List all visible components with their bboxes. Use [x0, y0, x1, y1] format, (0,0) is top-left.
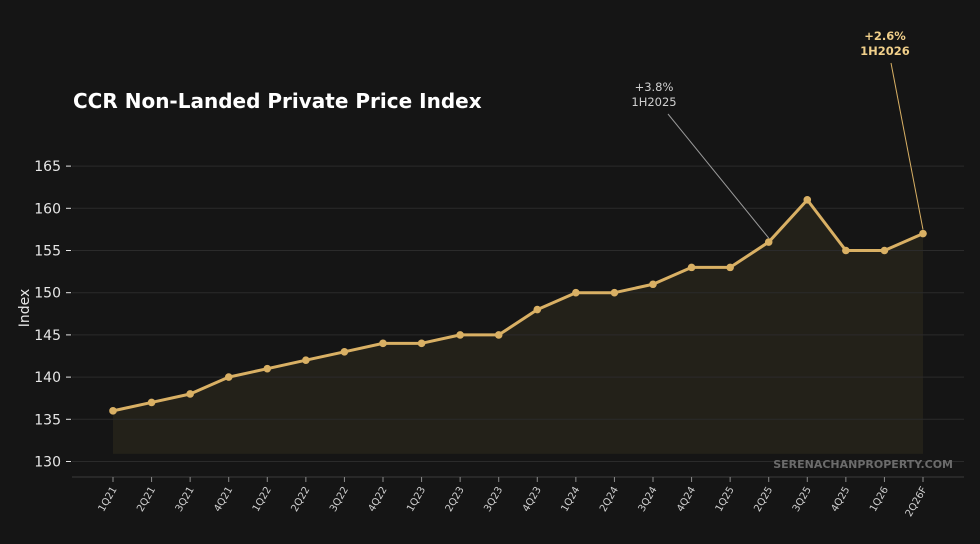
x-tick-label: 2Q25: [752, 485, 775, 514]
data-point: [494, 331, 503, 339]
y-tick-label: 150: [34, 286, 61, 302]
grid-layer: [72, 165, 964, 462]
x-tick-label: 4Q22: [367, 485, 390, 514]
data-point: [726, 263, 734, 272]
watermark: SERENACHANPROPERTY.COM: [773, 458, 953, 471]
chart-title: CCR Non-Landed Private Price Index: [73, 89, 482, 113]
data-point: [263, 364, 272, 373]
data-point: [302, 356, 310, 365]
y-tick-label: 130: [34, 455, 61, 471]
data-point: [764, 238, 773, 246]
data-point: [417, 339, 426, 348]
x-tick-label: 2Q21: [135, 485, 158, 514]
x-tick-label: 3Q24: [637, 485, 660, 514]
x-tick-label: 1Q25: [714, 485, 737, 514]
annotation-change-label: +2.6%: [864, 29, 906, 43]
annotation-change-label: +3.8%: [635, 80, 674, 94]
area-fill: [113, 199, 923, 454]
series-layer: [109, 196, 927, 415]
annotation-period-label: 1H2025: [631, 95, 676, 109]
x-tick-label: 2Q24: [598, 485, 621, 514]
data-point: [224, 373, 233, 381]
data-point: [649, 280, 657, 289]
y-tick-label: 155: [34, 244, 61, 260]
x-tick-label: 1Q24: [559, 485, 582, 514]
data-point: [880, 246, 889, 255]
x-tick-label: 1Q21: [97, 485, 120, 514]
data-point: [610, 288, 619, 297]
x-tick-label: 2Q23: [444, 485, 467, 514]
x-tick-label: 1Q26: [868, 485, 891, 514]
data-point: [919, 229, 927, 238]
data-point: [147, 398, 156, 407]
x-tick-label: 4Q24: [675, 485, 698, 514]
data-point: [379, 339, 387, 348]
y-tick-label: 160: [34, 201, 61, 217]
annotation-leader-line: [667, 113, 770, 239]
data-point: [572, 288, 580, 297]
annotation-leader-line: [890, 62, 924, 230]
data-point: [456, 331, 464, 339]
x-tick-label: 3Q21: [174, 485, 197, 514]
y-tick-label: 140: [34, 370, 61, 386]
data-point: [533, 305, 542, 314]
data-point: [842, 246, 850, 255]
x-tick-label: 1Q23: [405, 485, 428, 514]
x-tick-label: 4Q23: [521, 485, 544, 514]
x-tick-label: 3Q25: [791, 485, 814, 514]
x-tick-label: 4Q21: [212, 485, 235, 514]
data-point: [687, 263, 696, 272]
y-tick-label: 135: [34, 412, 61, 428]
y-axis-label: Index: [17, 289, 33, 328]
x-tick-label: 3Q23: [482, 485, 505, 514]
y-tick-label: 145: [34, 328, 61, 344]
y-tick-label: 165: [34, 159, 61, 175]
annotation-layer: +3.8%1H2025 +2.6%1H2026: [631, 29, 924, 239]
area-layer: [113, 199, 923, 454]
x-tick-label: 3Q22: [328, 485, 351, 514]
x-tick-label: 2Q26F: [904, 485, 930, 519]
data-point: [109, 407, 117, 415]
series-line: [111, 198, 925, 413]
data-point: [803, 196, 812, 204]
data-point: [340, 347, 349, 356]
data-point: [186, 390, 194, 398]
x-tick-label: 4Q25: [829, 485, 852, 514]
x-tick-label: 1Q22: [251, 485, 274, 514]
x-tick-label: 2Q22: [289, 485, 312, 514]
annotation-period-label: 1H2026: [860, 44, 910, 58]
